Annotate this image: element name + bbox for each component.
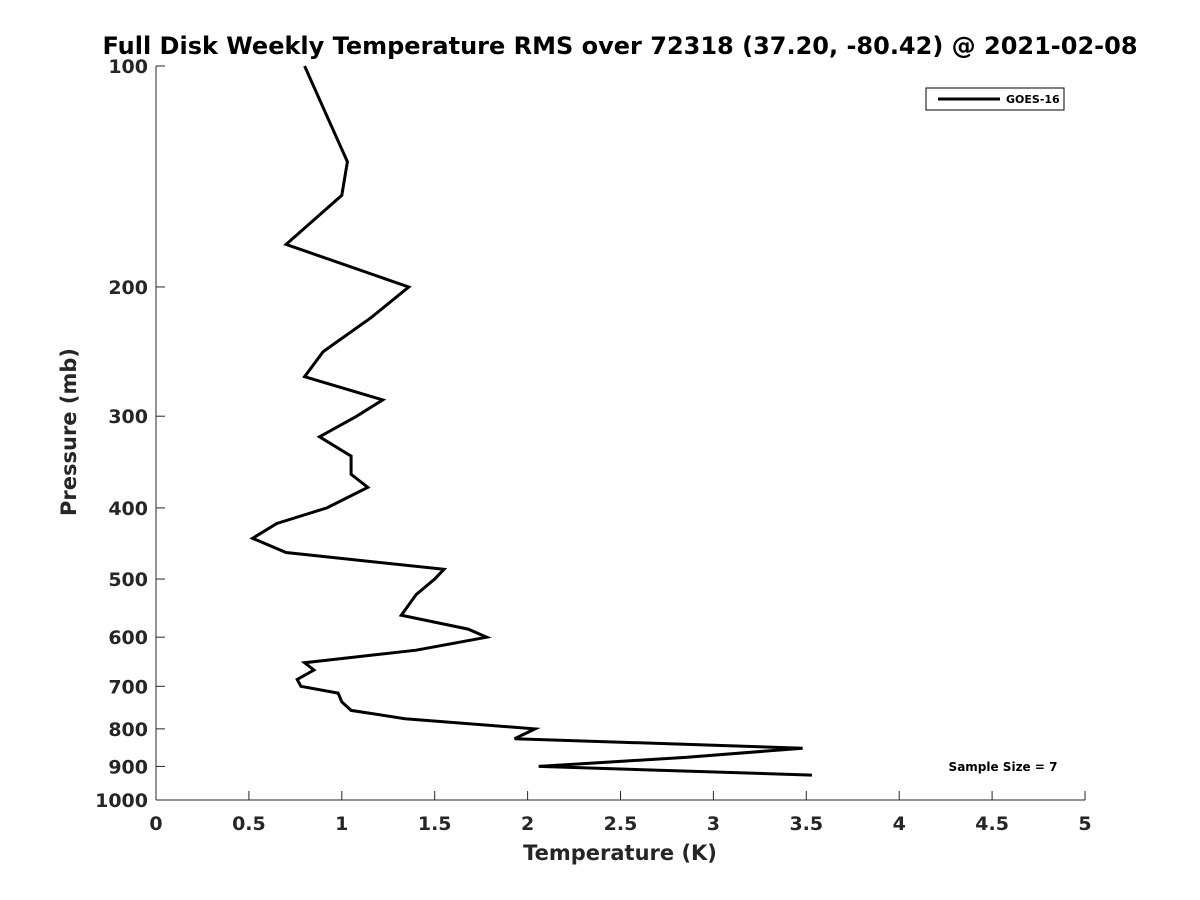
legend: GOES-16 — [925, 87, 1065, 111]
x-tick-label: 1.5 — [418, 813, 452, 835]
y-tick-label: 200 — [108, 277, 148, 299]
x-tick-label: 4.5 — [975, 813, 1009, 835]
y-axis-ticks: 100 200 300 400 500 600 700 800 900 1000 — [95, 56, 165, 812]
x-tick-label: 2 — [521, 813, 534, 835]
x-tick-label: 0.5 — [232, 813, 266, 835]
y-tick-label: 300 — [108, 406, 148, 428]
legend-label-goes-16: GOES-16 — [1006, 93, 1060, 106]
x-tick-label: 4 — [893, 813, 906, 835]
x-tick-label: 3 — [707, 813, 720, 835]
y-tick-label: 600 — [108, 627, 148, 649]
x-axis-label: Temperature (K) — [523, 841, 717, 865]
sample-size-annotation: Sample Size = 7 — [949, 760, 1058, 774]
x-tick-label: 3.5 — [789, 813, 823, 835]
y-tick-label: 400 — [108, 498, 148, 520]
y-tick-label: 800 — [108, 719, 148, 741]
y-axis-label: Pressure (mb) — [57, 348, 81, 516]
y-tick-label: 900 — [108, 756, 148, 778]
x-tick-label: 1 — [335, 813, 348, 835]
x-axis-ticks: 0 0.5 1 1.5 2 2.5 3 3.5 4 4.5 5 — [149, 791, 1092, 835]
x-tick-label: 5 — [1078, 813, 1091, 835]
series-layer — [249, 65, 812, 777]
x-tick-label: 0 — [149, 813, 162, 835]
chart-title: Full Disk Weekly Temperature RMS over 72… — [102, 32, 1137, 60]
y-tick-label: 1000 — [95, 790, 148, 812]
y-tick-label: 500 — [108, 569, 148, 591]
series-line-goes-16 — [249, 65, 812, 777]
y-tick-label: 700 — [108, 676, 148, 698]
x-tick-label: 2.5 — [604, 813, 638, 835]
y-tick-label: 100 — [108, 56, 148, 78]
